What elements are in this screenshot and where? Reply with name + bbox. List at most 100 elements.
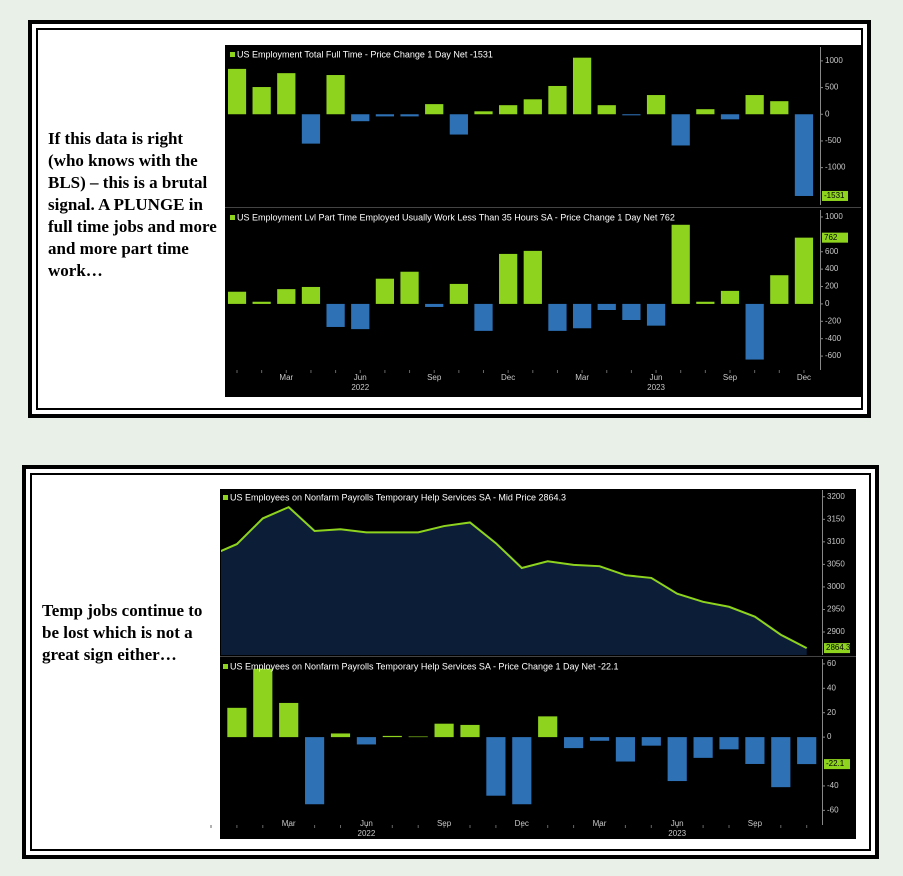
bar — [408, 736, 428, 738]
y-tick-label: 1000 — [825, 212, 843, 221]
y-tick-label: -40 — [827, 781, 839, 790]
title-marker — [230, 215, 235, 220]
chart-title: US Employment Total Full Time - Price Ch… — [237, 49, 493, 59]
y-tick-label: 0 — [825, 299, 830, 308]
bar — [597, 105, 616, 115]
bar — [622, 114, 641, 116]
caption: Temp jobs continue to be lost which is n… — [42, 601, 203, 664]
bar — [449, 114, 468, 135]
panel-inner — [30, 473, 871, 851]
bar — [696, 301, 715, 304]
bar — [201, 708, 220, 737]
bar — [375, 114, 395, 117]
bar — [474, 111, 493, 115]
bar — [646, 95, 666, 115]
bar — [671, 224, 690, 304]
bar — [523, 99, 542, 115]
last-value-box — [822, 190, 848, 201]
bar — [667, 737, 687, 782]
bar — [460, 724, 480, 738]
bar — [499, 253, 518, 304]
chart-title: US Employment Lvl Part Time Employed Usu… — [237, 212, 675, 222]
bar — [572, 57, 592, 115]
bar — [499, 105, 518, 115]
bar — [474, 303, 493, 331]
bar — [512, 737, 532, 805]
y-tick-label: -500 — [825, 136, 842, 145]
x-tick-label: Sep — [748, 819, 763, 828]
bar — [434, 723, 454, 738]
y-tick-label: 40 — [827, 683, 836, 692]
title-marker — [223, 664, 228, 669]
y-tick-label: 600 — [825, 247, 839, 256]
y-tick-label: 0 — [827, 732, 832, 741]
plot-area — [201, 668, 817, 805]
chart-title: US Employees on Nonfarm Payrolls Tempora… — [230, 492, 566, 502]
x-tick-label: Sep — [427, 373, 442, 382]
bar — [252, 87, 271, 115]
bar — [597, 303, 616, 310]
plot-area — [228, 224, 814, 360]
y-tick-label: 20 — [827, 708, 836, 717]
x-tick-label: Jun — [354, 373, 367, 382]
y-tick-label: -1000 — [825, 163, 846, 172]
y-tick-label: 500 — [825, 83, 839, 92]
y-tick-label: 60 — [827, 659, 836, 668]
area — [221, 507, 807, 655]
bar — [351, 114, 370, 122]
bar — [449, 283, 468, 304]
x-tick-label: Sep — [723, 373, 738, 382]
line — [221, 505, 808, 649]
bar — [400, 271, 419, 304]
bar — [375, 278, 395, 304]
y-tick-label: 3000 — [827, 582, 845, 591]
y-tick-label: -600 — [825, 351, 842, 360]
bar — [693, 737, 713, 758]
bar — [770, 275, 789, 304]
x-tick-label: Mar — [282, 819, 296, 828]
bar — [228, 291, 247, 304]
y-tick-label: 200 — [825, 282, 839, 291]
x-tick-label: Mar — [279, 373, 293, 382]
x-tick-label: Mar — [575, 373, 589, 382]
year-label: 2022 — [358, 829, 376, 838]
last-value-label: -22.1 — [826, 759, 845, 768]
bar — [794, 114, 814, 196]
bar — [720, 290, 740, 304]
bar — [622, 303, 641, 320]
bar — [745, 737, 765, 764]
bar — [486, 737, 506, 796]
y-tick-label: 3050 — [827, 559, 845, 568]
x-tick-label: Sep — [437, 819, 452, 828]
bar — [589, 737, 610, 741]
bar — [696, 109, 715, 115]
bar — [356, 737, 376, 745]
bar — [301, 114, 321, 144]
last-value-label: 2864.3 — [826, 643, 851, 652]
bar — [797, 737, 817, 765]
y-tick-label: 3100 — [827, 537, 845, 546]
plot-area — [228, 57, 814, 196]
bar — [253, 668, 273, 738]
y-tick-label: 0 — [825, 109, 830, 118]
chart-title: US Employees on Nonfarm Payrolls Tempora… — [230, 661, 619, 671]
caption: If this data is right (who knows with th… — [48, 129, 217, 280]
x-tick-label: Dec — [797, 373, 811, 382]
bar — [523, 250, 542, 304]
x-tick-label: Jun — [671, 819, 684, 828]
bar — [227, 707, 247, 738]
bar — [615, 737, 635, 762]
bar — [720, 114, 740, 120]
x-tick-label: Dec — [501, 373, 515, 382]
last-value-box — [824, 759, 850, 770]
year-label: 2023 — [668, 829, 686, 838]
bar — [425, 303, 444, 307]
bar — [646, 303, 666, 326]
bar — [351, 303, 370, 330]
last-value-box — [824, 643, 850, 654]
bar — [228, 68, 247, 115]
bar — [572, 303, 592, 329]
bar — [548, 303, 567, 331]
